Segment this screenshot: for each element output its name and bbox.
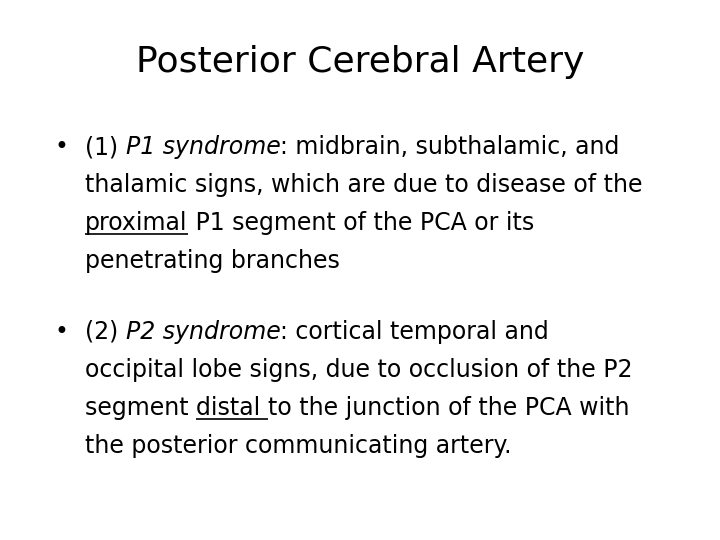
Text: thalamic signs, which are due to disease of the: thalamic signs, which are due to disease…	[85, 173, 642, 197]
Text: occipital lobe signs, due to occlusion of the P2: occipital lobe signs, due to occlusion o…	[85, 358, 632, 382]
Text: to the junction of the PCA with: to the junction of the PCA with	[268, 396, 629, 420]
Text: (2): (2)	[85, 320, 126, 344]
Text: penetrating branches: penetrating branches	[85, 249, 340, 273]
Text: : cortical temporal and: : cortical temporal and	[281, 320, 549, 344]
Text: P1 syndrome: P1 syndrome	[125, 135, 280, 159]
Text: the posterior communicating artery.: the posterior communicating artery.	[85, 434, 511, 458]
Text: •: •	[55, 320, 69, 344]
Text: Posterior Cerebral Artery: Posterior Cerebral Artery	[136, 45, 584, 79]
Text: : midbrain, subthalamic, and: : midbrain, subthalamic, and	[280, 135, 620, 159]
Text: P1 segment of the PCA or its: P1 segment of the PCA or its	[187, 211, 534, 235]
Text: P2 syndrome: P2 syndrome	[126, 320, 281, 344]
Text: proximal: proximal	[85, 211, 187, 235]
Text: (1): (1)	[85, 135, 125, 159]
Text: distal: distal	[196, 396, 268, 420]
Text: •: •	[55, 135, 69, 159]
Text: segment: segment	[85, 396, 196, 420]
